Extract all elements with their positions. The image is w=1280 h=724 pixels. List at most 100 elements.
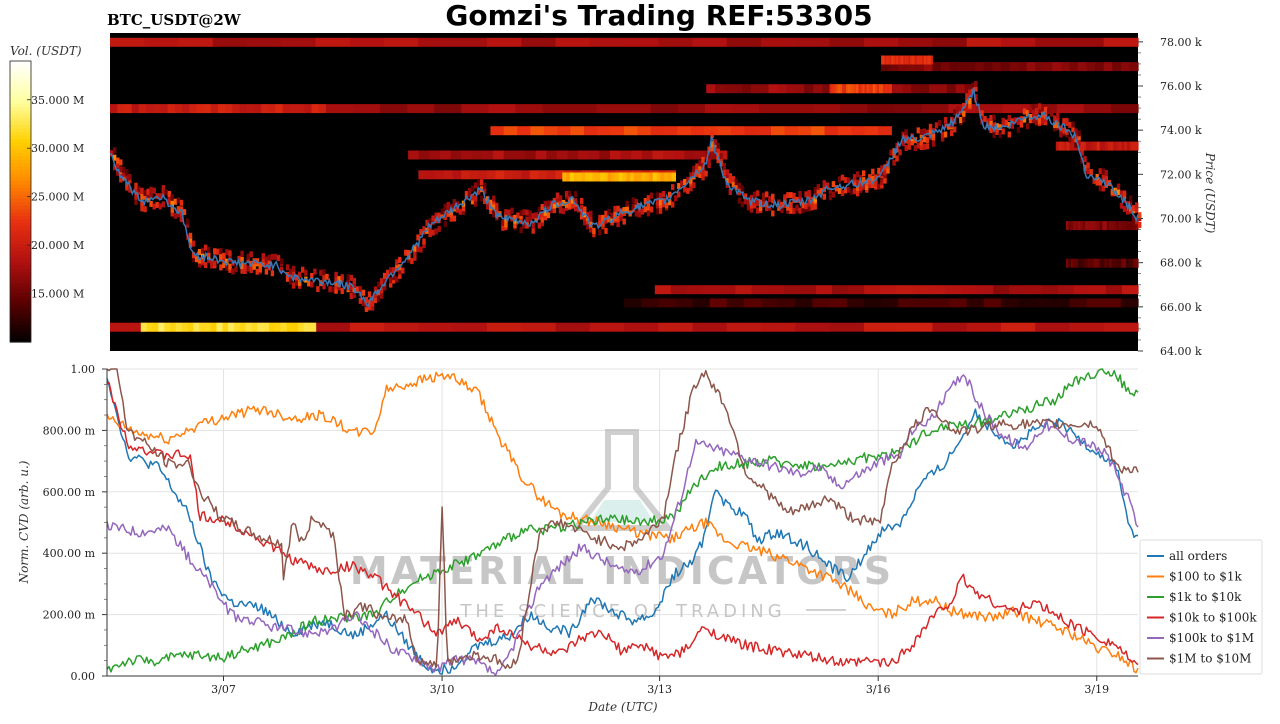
heat-band-cell (1099, 141, 1103, 151)
heat-cell (464, 191, 469, 197)
heat-cell (386, 269, 390, 276)
heat-cell (1016, 119, 1021, 125)
colorbar-step (10, 85, 31, 90)
heat-band-cell (596, 104, 625, 114)
heat-cell (313, 268, 317, 275)
heat-cell (1001, 128, 1005, 135)
heat-cell (862, 183, 866, 190)
heat-cell (170, 206, 174, 213)
heat-band-cell (251, 322, 258, 332)
heat-cell (674, 195, 678, 202)
heat-cell (240, 263, 244, 269)
heat-band-cell (1118, 221, 1122, 231)
heat-band-cell (866, 84, 870, 94)
heat-band-cell (771, 126, 785, 136)
heat-cell (398, 256, 402, 263)
heat-cell (880, 182, 884, 189)
heat-cell (525, 216, 529, 223)
colorbar-step (10, 264, 31, 269)
heat-cell (1053, 125, 1057, 132)
heat-band-cell (983, 62, 993, 72)
heat-band-cell (1118, 141, 1123, 151)
heat-cell (122, 174, 126, 181)
heat-cell (610, 216, 614, 223)
heat-band-cell (525, 150, 537, 160)
heat-cell (1074, 141, 1078, 148)
heat-cell (749, 202, 754, 209)
heat-cell (786, 192, 790, 199)
heat-cell (668, 191, 672, 198)
heat-cell (856, 171, 860, 178)
heat-band-cell (726, 37, 762, 47)
heat-band-cell (856, 84, 859, 94)
heat-cell (219, 247, 223, 254)
flask-logo-icon (569, 429, 675, 531)
heat-band-cell (768, 84, 779, 94)
heat-cell (470, 185, 475, 192)
colorbar-step (10, 338, 31, 343)
heat-band-cell (542, 104, 571, 114)
heat-cell (807, 199, 811, 206)
cvd-y-tick-label: 600.00 m (43, 486, 96, 499)
colorbar-step (10, 278, 31, 283)
heat-cell (834, 185, 839, 192)
heat-cell (843, 177, 848, 183)
heat-cell (1116, 183, 1121, 190)
heat-cell (1059, 131, 1063, 138)
heat-cell (1135, 202, 1139, 209)
heat-cell (1101, 168, 1105, 175)
heat-cell (273, 253, 278, 260)
colorbar-step (10, 310, 31, 315)
heat-cell (865, 179, 869, 186)
heat-band-cell (588, 172, 594, 182)
heat-band-cell (761, 322, 796, 332)
heat-band-cell (923, 62, 933, 72)
heat-band-cell (1118, 258, 1122, 268)
heat-band-cell (309, 322, 317, 332)
heat-band-cell (694, 150, 707, 160)
heat-cell (755, 190, 760, 197)
heat-cell (1119, 190, 1124, 197)
heat-band-cell (452, 170, 462, 180)
heat-band-cell (1103, 298, 1122, 308)
colorbar-step (10, 155, 31, 160)
heat-cell (367, 291, 372, 298)
heat-cell (737, 197, 742, 204)
heat-cell (968, 101, 972, 108)
heat-band-cell (920, 84, 930, 94)
heat-band-cell (1000, 37, 1036, 47)
heat-band-cell (1123, 258, 1127, 268)
heat-band-cell (503, 150, 515, 160)
heat-cell (1019, 121, 1024, 128)
heat-cell (898, 149, 902, 156)
heat-band-cell (829, 84, 833, 94)
heat-cell (455, 206, 460, 213)
legend-label: $1k to $10k (1169, 590, 1242, 604)
heat-cell (698, 172, 702, 179)
heat-cell (413, 245, 417, 252)
heat-cell (389, 281, 393, 288)
heat-cell (419, 229, 423, 236)
heat-band-cell (1109, 221, 1113, 231)
heat-cell (446, 206, 450, 213)
heat-band-cell (829, 298, 848, 308)
price-tick-label: 78.00 k (1160, 36, 1202, 49)
heat-band-cell (1082, 258, 1086, 268)
heat-band-cell (863, 298, 882, 308)
heat-cell (540, 211, 544, 218)
heat-band-cell (521, 322, 557, 332)
heat-band-cell (110, 37, 145, 47)
heat-cell (925, 129, 930, 136)
heat-band-cell (1085, 258, 1089, 268)
heat-cell (852, 188, 857, 195)
colorbar-step (10, 124, 31, 129)
heat-band-cell (1035, 37, 1071, 47)
heat-band-cell (1121, 285, 1139, 295)
heat-cell (228, 250, 232, 257)
colorbar-step (10, 71, 31, 76)
heat-band-cell (829, 322, 865, 332)
heat-band-cell (110, 104, 118, 114)
heat-band-cell (521, 37, 557, 47)
heat-band-cell (1075, 221, 1079, 231)
heat-cell (534, 216, 538, 223)
